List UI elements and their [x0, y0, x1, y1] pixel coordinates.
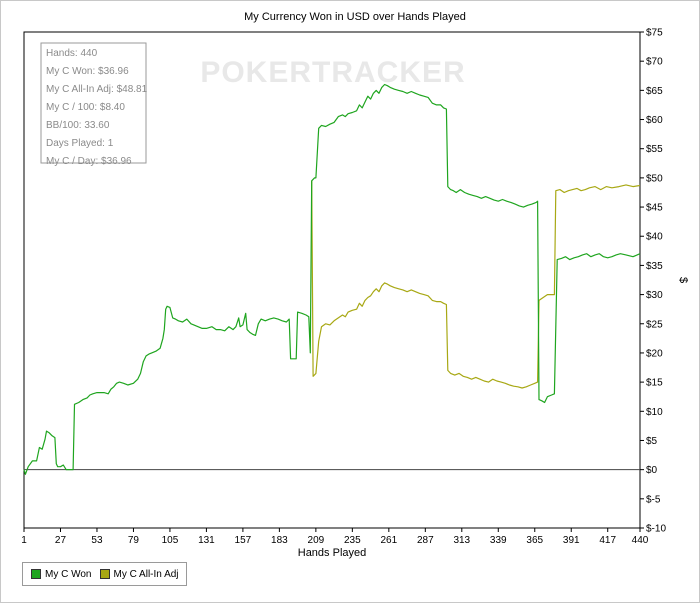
legend-label-my-c-won: My C Won — [45, 568, 92, 580]
chart-title: My Currency Won in USD over Hands Played — [244, 11, 466, 23]
stats-box-frame — [40, 42, 147, 164]
legend: My C Won My C All-In Adj — [22, 562, 187, 586]
stats-days-played: Days Played: 1 — [46, 138, 114, 149]
legend-label-my-c-all-in-adj: My C All-In Adj — [113, 568, 179, 580]
x-tick-label: 365 — [526, 535, 543, 546]
stats-allin-adj: My C All-In Adj: $48.81 — [46, 84, 148, 95]
x-tick-label: 183 — [271, 535, 288, 546]
y-tick-label: $60 — [646, 115, 663, 126]
series-line-my-c-all-in-adj — [311, 180, 641, 389]
x-tick-label: 157 — [235, 535, 252, 546]
y-tick-label: $75 — [646, 28, 663, 39]
y-tick-label: $45 — [646, 203, 663, 214]
legend-swatch-my-c-won — [31, 569, 41, 579]
y-tick-label: $25 — [646, 319, 663, 330]
stats-box: Hands: 440 My C Won: $36.96 My C All-In … — [40, 42, 148, 167]
x-tick-label: 261 — [380, 535, 397, 546]
y-tick-label: $50 — [646, 173, 663, 184]
stats-bb-100: BB/100: 33.60 — [46, 120, 110, 131]
y-tick-label: $0 — [646, 465, 658, 476]
x-tick-label: 287 — [417, 535, 434, 546]
y-tick-label: $70 — [646, 57, 663, 68]
stats-hands: Hands: 440 — [46, 48, 98, 59]
y-tick-label: $65 — [646, 86, 663, 97]
x-tick-label: 27 — [55, 535, 67, 546]
legend-swatch-my-c-all-in-adj — [99, 569, 110, 579]
x-tick-label: 1 — [21, 535, 27, 546]
x-tick-label: 53 — [91, 535, 103, 546]
y-tick-label: $-5 — [646, 494, 661, 505]
x-axis-ticks: 1 27 53 79 105 131 157 183 209 235 261 287 313 339 365… — [21, 528, 649, 546]
x-tick-label: 391 — [563, 535, 580, 546]
series-layer — [23, 83, 641, 475]
legend-item-my-c-all-in-adj: My C All-In Adj — [99, 568, 179, 580]
legend-item-my-c-won: My C Won — [31, 569, 92, 580]
y-tick-label: $5 — [646, 436, 658, 447]
pokertracker-watermark: POKERTRACKER — [200, 56, 465, 89]
stats-per-day: My C / Day: $36.96 — [46, 156, 132, 167]
stats-per-100: My C / 100: $8.40 — [46, 102, 125, 113]
y-tick-label: $10 — [646, 407, 663, 418]
y-tick-label: $20 — [646, 348, 663, 359]
x-tick-label: 339 — [490, 535, 507, 546]
y-tick-label: $30 — [646, 290, 663, 301]
x-tick-label: 105 — [162, 535, 179, 546]
y-tick-label: $-10 — [646, 524, 666, 535]
y-tick-label: $35 — [646, 261, 663, 272]
x-tick-label: 79 — [128, 535, 140, 546]
x-tick-label: 131 — [198, 535, 215, 546]
stats-won: My C Won: $36.96 — [46, 66, 129, 77]
y-tick-label: $40 — [646, 232, 663, 243]
x-tick-label: 313 — [453, 535, 470, 546]
y-tick-label: $15 — [646, 378, 663, 389]
plot-area-frame — [23, 31, 641, 529]
x-axis-label: Hands Played — [298, 547, 367, 559]
x-tick-label: 235 — [344, 535, 361, 546]
y-axis-ticks: $75 $70 $65 $60 $55 $50 $45 $40 $35 $30 $25 $20 $15 $… — [640, 28, 666, 535]
x-tick-label: 440 — [632, 535, 649, 546]
y-tick-label: $55 — [646, 144, 663, 155]
x-tick-label: 209 — [308, 535, 325, 546]
y-axis-label: $ — [677, 277, 689, 283]
series-line-my-c-won — [23, 83, 641, 475]
x-tick-label: 417 — [599, 535, 616, 546]
